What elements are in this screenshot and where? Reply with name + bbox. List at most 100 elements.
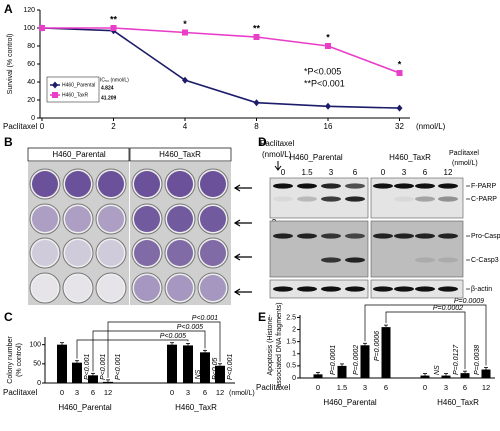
blot-band <box>373 233 393 239</box>
blot-band <box>415 183 435 189</box>
x-tick-label: 3 <box>363 383 367 392</box>
bar <box>313 374 323 378</box>
blot-band <box>394 257 414 262</box>
panel-label: C <box>4 310 13 324</box>
x-axis-unit: (nmol/L) <box>229 390 255 397</box>
data-point <box>39 25 45 31</box>
colony-stain <box>200 275 226 301</box>
x-tick-label: 1.5 <box>337 383 347 392</box>
y-tick-label: 2 <box>292 326 296 333</box>
lane-label: 0 <box>281 168 286 177</box>
x-axis-unit: (nmol/L) <box>416 122 446 131</box>
blot-band <box>297 183 317 189</box>
bar <box>381 327 391 378</box>
value-note: P<0.001 <box>100 354 107 380</box>
row-arrow <box>233 253 252 261</box>
comparison-label: P<0.005 <box>160 333 186 340</box>
blot-band <box>438 233 458 239</box>
band-label: β-actin <box>471 286 492 293</box>
y-tick-label: 0.5 <box>286 363 296 370</box>
data-point <box>253 99 260 107</box>
y-axis-label: Colony number <box>7 336 14 384</box>
colony-stain <box>134 206 160 232</box>
x-tick-label: 6 <box>384 383 388 392</box>
value-note: NS <box>195 369 202 379</box>
x-tick-label: 6 <box>463 383 467 392</box>
panel-label: E <box>258 310 266 324</box>
x-tick-label: 6 <box>203 388 207 397</box>
plate <box>95 237 127 269</box>
legend-value: 41.209 <box>101 95 117 101</box>
y-tick-label: 0 <box>37 380 41 387</box>
lane-label: 1.5 <box>301 168 313 177</box>
y-axis-label: Apoptosis (Histone- <box>267 314 274 376</box>
comparison-label: P<0.001 <box>192 315 218 322</box>
value-note: P<0.001 <box>84 354 91 380</box>
legend-value: 4.824 <box>101 85 114 91</box>
significance-label: * <box>398 59 402 69</box>
group-label: H460_Parental <box>323 398 377 407</box>
y-tick-label: 2.5 <box>286 314 296 321</box>
blot-band <box>415 257 435 263</box>
treatment-unit: (nmol/L) <box>262 150 292 159</box>
significance-label: * <box>326 32 330 42</box>
x-tick-label: 0 <box>423 383 427 392</box>
group-label: H460_TaxR <box>437 398 479 407</box>
x-tick-label: 0 <box>60 388 64 397</box>
colony-stain <box>98 206 124 232</box>
data-point <box>396 70 403 76</box>
x-tick-label: 6 <box>91 388 95 397</box>
x-axis-label: Paclitaxel <box>256 383 290 392</box>
lane-label: 6 <box>353 168 358 177</box>
value-note: P=0.0006 <box>374 331 381 361</box>
x-tick-label: 8 <box>254 122 259 131</box>
bar <box>183 345 193 383</box>
y-tick-label: 40 <box>27 79 35 86</box>
bar <box>441 375 451 378</box>
legend-marker <box>52 92 58 98</box>
value-note: P=0.0038 <box>474 345 481 375</box>
y-tick-label: 120 <box>23 7 35 14</box>
bar <box>460 373 470 378</box>
y-tick-label: 100 <box>29 342 41 349</box>
treatment-label: Paclitaxel <box>449 150 479 157</box>
value-note: P<0.001 <box>227 354 234 380</box>
bar <box>420 375 430 378</box>
colony-stain <box>98 275 124 301</box>
band-label: Pro-Casp-3 <box>471 233 500 240</box>
blot-band <box>373 196 393 201</box>
x-tick-label: 12 <box>482 383 490 392</box>
blot-band <box>273 257 293 262</box>
bar <box>57 344 67 383</box>
series-line <box>41 27 400 109</box>
data-point <box>253 34 260 40</box>
group-label: H460_TaxR <box>175 403 217 412</box>
value-note: P=0.0001 <box>330 345 337 375</box>
blot-band <box>345 183 365 189</box>
colony-stain <box>167 206 193 232</box>
down-arrow <box>274 161 282 171</box>
plate <box>29 237 61 269</box>
plate <box>29 272 61 304</box>
blot-band <box>394 233 414 239</box>
data-point <box>110 25 117 31</box>
blot-band <box>345 257 365 263</box>
plate <box>29 203 61 235</box>
colony-stain <box>65 240 91 266</box>
data-point <box>325 43 331 49</box>
x-tick-label: 3 <box>75 388 79 397</box>
comparison-label: P<0.005 <box>177 324 203 331</box>
blot-band <box>321 257 341 263</box>
y-tick-label: 100 <box>23 25 35 32</box>
legend-header: IC₅₀ (nmol/L) <box>100 77 129 83</box>
blot-band <box>273 196 293 202</box>
plate <box>95 272 127 304</box>
x-tick-label: 3 <box>186 388 190 397</box>
blot-band <box>297 196 317 202</box>
blot-band <box>394 286 414 292</box>
blot-band <box>373 286 393 292</box>
colony-stain <box>65 206 91 232</box>
colony-stain <box>65 171 91 197</box>
blot-band <box>321 196 341 202</box>
